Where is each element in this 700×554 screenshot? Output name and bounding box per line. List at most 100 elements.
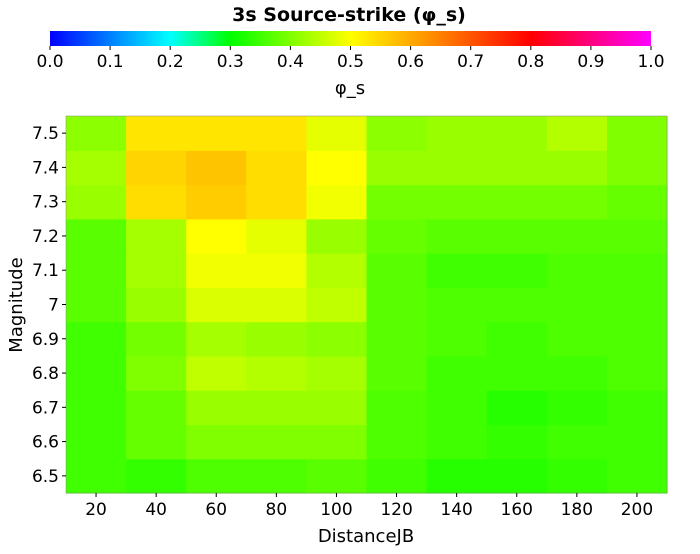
colorbar-ticks: 0.0 0.1 0.2 0.3 0.4 0.5 0.6 0.7 0.8 0.9 1.0 [36,46,665,72]
heatmap-cell [366,321,428,357]
heatmap-cell [306,150,368,186]
x-axis-ticks: 20 40 60 80 100 120 140 160 180 200 [85,493,653,520]
heatmap-cell [66,424,127,460]
heatmap-cell [306,321,368,357]
heatmap-cell [246,287,307,323]
x-tick-label: 200 [621,500,653,520]
y-axis-label: Magnitude [6,257,27,352]
heatmap-cell [246,116,307,151]
heatmap-cell [186,287,247,323]
heatmap-cell [246,355,307,391]
heatmap-cell [186,253,247,288]
heatmap-cell [546,184,608,220]
heatmap-cell [306,184,368,220]
heatmap-cell [186,218,247,254]
heatmap-cell [426,218,488,254]
heatmap-cell [126,116,187,151]
heatmap-cell [546,390,608,426]
heatmap-cell [66,116,127,151]
colorbar-tick-label: 0.6 [397,52,424,72]
heatmap-cell [426,184,488,220]
heatmap-cell [126,424,187,460]
heatmap-cell [126,287,187,323]
x-tick-label: 100 [320,500,352,520]
y-tick-label: 7 [48,296,59,316]
heatmap-cell [486,321,548,357]
heatmap-cell [366,390,428,426]
heatmap-cell [366,287,428,323]
colorbar-label: φ_s [335,78,365,99]
colorbar [50,31,651,46]
heatmap-cell [426,321,488,357]
heatmap-cell [186,150,247,186]
heatmap-cell [426,253,488,288]
x-tick-label: 20 [85,500,107,520]
heatmap-cell [546,424,608,460]
heatmap-cell [246,218,307,254]
y-tick-label: 7.5 [32,124,59,144]
heatmap-cell [66,253,127,288]
chart-title: 3s Source-strike (φ_s) [232,4,466,26]
y-axis-ticks: 6.5 6.6 6.7 6.8 6.9 7 7.1 7.2 7.3 7.4 7.5 [32,124,66,487]
x-tick-label: 120 [380,500,412,520]
heatmap-cell [126,253,187,288]
heatmap-cell [546,150,608,186]
heatmap-cell [426,287,488,323]
heatmap-cell [426,390,488,426]
heatmap-cell [606,184,668,220]
heatmap-cell [246,390,307,426]
x-tick-label: 140 [440,500,472,520]
heatmap-cell [186,321,247,357]
heatmap-cell [606,150,668,186]
heatmap-cell [126,458,187,494]
heatmap-cell [366,116,428,151]
heatmap-cell [306,424,368,460]
y-tick-label: 7.2 [32,227,59,247]
y-tick-label: 7.1 [32,261,59,281]
heatmap-cell [546,116,608,151]
colorbar-tick-label: 0.5 [337,52,364,72]
heatmap-cell [366,253,428,288]
heatmap-cell [126,218,187,254]
heatmap-cell [486,253,548,288]
heatmap-cell [186,116,247,151]
heatmap-cell [126,150,187,186]
heatmap-cell [186,355,247,391]
y-tick-label: 7.4 [32,158,59,178]
heatmap-cell [426,424,488,460]
heatmap-cell [606,218,668,254]
heatmap-cell [426,458,488,494]
heatmap-cell [546,218,608,254]
colorbar-tick-label: 0.1 [97,52,124,72]
y-tick-label: 7.3 [32,193,59,213]
heatmap-cell [66,321,127,357]
heatmap-cell [66,218,127,254]
colorbar-tick-label: 0.3 [217,52,244,72]
heatmap-cell [546,287,608,323]
heatmap-cell [246,321,307,357]
heatmap-cell [366,150,428,186]
colorbar-tick-label: 1.0 [637,52,664,72]
heatmap-cell [606,321,668,357]
x-tick-label: 160 [501,500,533,520]
heatmap-cell [126,321,187,357]
heatmap-cell [486,218,548,254]
heatmap-cell [306,287,368,323]
heatmap-cell [186,458,247,494]
heatmap-cell [306,390,368,426]
colorbar-tick-label: 0.2 [157,52,184,72]
heatmap-cell [486,150,548,186]
heatmap-cell [546,458,608,494]
heatmap-cell [546,321,608,357]
x-axis-label: DistanceJB [318,526,414,547]
x-tick-label: 40 [145,500,167,520]
colorbar-tick-label: 0.8 [517,52,544,72]
heatmap-cell [486,116,548,151]
heatmap-cell [306,218,368,254]
heatmap-cell [246,253,307,288]
heatmap-cells [66,116,668,494]
y-tick-label: 6.7 [32,398,59,418]
heatmap-cell [486,184,548,220]
